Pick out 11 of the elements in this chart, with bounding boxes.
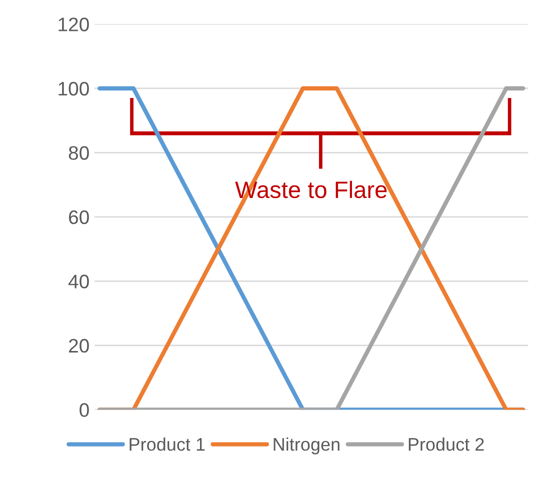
y-tick-label: 40 [68, 274, 89, 288]
y-tick-label: 120 [58, 18, 89, 32]
y-tick-label: 80 [68, 146, 89, 160]
legend-label: Product 2 [408, 438, 484, 451]
y-tick-label: 20 [69, 338, 89, 353]
y-tick-label: 0 [80, 403, 89, 417]
y-tick-label: 100 [58, 82, 89, 96]
line-series [98, 86, 526, 410]
legend-label: Product 1 [130, 438, 205, 451]
legend-label: Nitrogen [274, 438, 340, 454]
y-tick-label: 60 [69, 210, 89, 224]
